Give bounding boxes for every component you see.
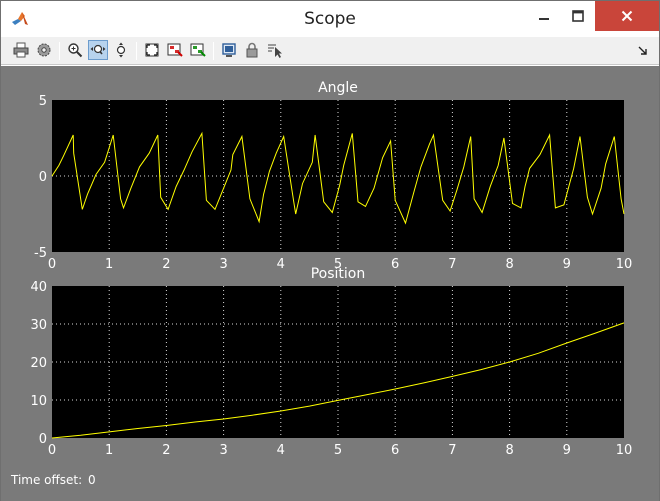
x-tick-label: 10	[616, 257, 633, 272]
x-tick-label: 0	[48, 443, 56, 458]
x-tick-label: 3	[219, 443, 227, 458]
x-tick-label: 0	[48, 257, 56, 272]
y-tick-label: 0	[39, 170, 47, 185]
time-offset-label: Time offset:	[11, 473, 83, 487]
x-tick-label: 10	[616, 443, 633, 458]
zoom-x-button[interactable]	[88, 40, 108, 60]
minimize-icon	[539, 18, 549, 20]
toolbar-separator	[136, 42, 137, 60]
x-tick-label: 8	[505, 443, 513, 458]
y-tick-label: 5	[39, 94, 47, 109]
toolbar-separator	[59, 42, 60, 60]
gear-icon	[37, 43, 51, 57]
x-tick-label: 4	[277, 257, 285, 272]
plot-title: Position	[311, 266, 366, 282]
x-tick-label: 9	[563, 257, 571, 272]
zoom-y-button[interactable]	[111, 40, 131, 60]
x-tick-label: 7	[448, 257, 456, 272]
y-tick-label: -5	[34, 246, 47, 261]
restore-axes-icon	[190, 43, 206, 57]
y-tick-label: 0	[39, 432, 47, 447]
floating-scope-icon	[222, 43, 236, 57]
x-tick-label: 9	[563, 443, 571, 458]
save-axes-button[interactable]	[165, 40, 185, 60]
x-tick-label: 8	[505, 257, 513, 272]
x-tick-label: 6	[391, 443, 399, 458]
zoom-x-icon	[90, 44, 106, 55]
close-icon	[621, 10, 633, 22]
maximize-icon	[572, 10, 584, 22]
restore-axes-button[interactable]	[188, 40, 208, 60]
lock-icon	[246, 42, 258, 58]
signal-selection-button[interactable]	[265, 40, 285, 60]
y-tick-label: 10	[30, 394, 47, 409]
printer-icon	[13, 42, 29, 58]
autoscale-button[interactable]	[142, 40, 162, 60]
zoom-in-icon	[68, 43, 83, 58]
scope-display: Angle 0 1 2 3 4 5 6 7 8 9 10 5 0 -5 Position 0 1 2 3 4 5 6 7 8 9 1…	[1, 66, 659, 501]
x-tick-label: 5	[334, 257, 342, 272]
window-title: Scope	[304, 9, 356, 29]
x-tick-label: 5	[334, 443, 342, 458]
print-button[interactable]	[11, 40, 31, 60]
signal-trace	[51, 322, 625, 439]
x-tick-label: 1	[105, 257, 113, 272]
x-tick-label: 6	[391, 257, 399, 272]
signal-selection-icon	[268, 44, 282, 58]
x-tick-label: 3	[219, 257, 227, 272]
x-tick-label: 4	[277, 443, 285, 458]
x-tick-label: 2	[162, 257, 170, 272]
dock-arrow-icon[interactable]	[638, 46, 648, 56]
toolbar-separator	[213, 42, 214, 60]
parameters-button[interactable]	[34, 40, 54, 60]
floating-scope-button[interactable]	[219, 40, 239, 60]
close-button[interactable]	[595, 1, 659, 31]
plot-title: Angle	[318, 80, 358, 96]
maximize-button[interactable]	[561, 1, 595, 31]
y-tick-label: 30	[30, 318, 47, 333]
zoom-y-icon	[116, 42, 126, 58]
minimize-button[interactable]	[527, 1, 561, 31]
x-tick-label: 1	[105, 443, 113, 458]
signal-trace	[51, 131, 625, 225]
zoom-button[interactable]	[65, 40, 85, 60]
y-tick-label: 40	[30, 280, 47, 295]
matlab-icon	[12, 12, 28, 25]
autoscale-icon	[145, 43, 159, 57]
save-axes-icon	[167, 43, 183, 57]
x-tick-label: 2	[162, 443, 170, 458]
x-tick-label: 7	[448, 443, 456, 458]
toolbar	[1, 37, 659, 65]
y-tick-label: 20	[30, 356, 47, 371]
title-bar[interactable]: Scope	[1, 1, 659, 37]
lock-axes-button[interactable]	[242, 40, 262, 60]
time-offset-value: 0	[88, 473, 96, 487]
